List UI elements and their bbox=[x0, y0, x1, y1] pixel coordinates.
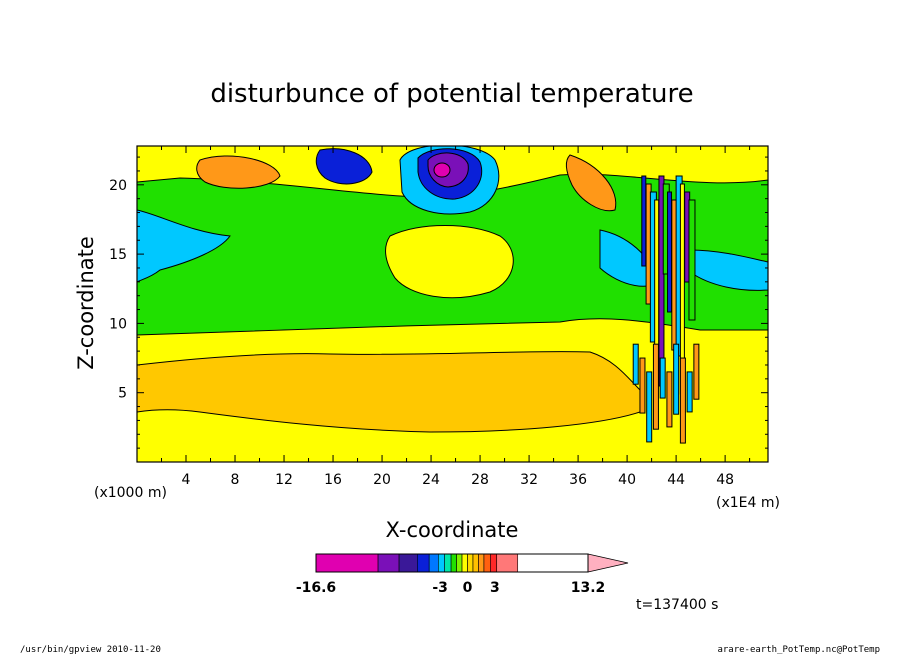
mid-warm-bubble bbox=[384, 225, 514, 299]
x-tick-label: 36 bbox=[569, 472, 587, 488]
x-tick-label: 4 bbox=[182, 472, 191, 488]
x-unit-label: (x1000 m) bbox=[94, 485, 167, 501]
colorbar-segment bbox=[472, 553, 479, 573]
y-axis-label: Z-coordinate bbox=[74, 236, 98, 370]
x-tick-label: 32 bbox=[520, 472, 538, 488]
x-tick-label: 28 bbox=[471, 472, 489, 488]
colorbar-label: -3 bbox=[432, 580, 448, 596]
wave-stripe bbox=[679, 357, 686, 444]
time-label: t=137400 s bbox=[636, 597, 718, 613]
footer-left: /usr/bin/gpview 2010-11-20 bbox=[20, 645, 161, 654]
wave-stripe bbox=[688, 199, 696, 321]
y-tick-label: 15 bbox=[109, 247, 127, 263]
colorbar-segment bbox=[377, 553, 400, 573]
wave-stripe bbox=[639, 357, 646, 414]
x-axis-label: X-coordinate bbox=[386, 518, 519, 542]
wave-stripe bbox=[641, 175, 647, 267]
wave-stripe bbox=[666, 371, 673, 428]
colorbar-segment bbox=[444, 553, 452, 573]
x-tick-label: 44 bbox=[667, 472, 685, 488]
cold-cell-1 bbox=[315, 148, 373, 185]
x-scale-label: (x1E4 m) bbox=[716, 495, 780, 511]
colorbar-segment bbox=[461, 553, 468, 573]
field bbox=[137, 146, 768, 462]
wave-stripe bbox=[652, 343, 659, 430]
warm-cell-2 bbox=[566, 154, 617, 212]
warm-cell-1 bbox=[196, 155, 281, 189]
plot-area bbox=[136, 145, 769, 463]
colorbar-frame bbox=[315, 553, 589, 573]
x-tick-label: 40 bbox=[618, 472, 636, 488]
colorbar-segment bbox=[478, 553, 485, 573]
colorbar-label: 13.2 bbox=[571, 580, 606, 596]
y-axis: 5 10 15 20 bbox=[109, 156, 768, 449]
wave-stripe bbox=[632, 343, 639, 385]
colorbar-label: -16.6 bbox=[296, 580, 336, 596]
colorbar-segment bbox=[496, 553, 519, 573]
cool-patch-left bbox=[137, 209, 231, 283]
wave-stripe bbox=[659, 357, 666, 399]
colorbar-extension bbox=[587, 553, 629, 573]
wave-stripe bbox=[693, 343, 700, 400]
wave-stripe bbox=[673, 343, 680, 415]
colorbar-label: 0 bbox=[463, 580, 473, 596]
colorbar-segment bbox=[467, 553, 474, 573]
y-tick-label: 5 bbox=[118, 386, 127, 402]
plot-frame bbox=[136, 145, 769, 463]
x-tick-label: 16 bbox=[324, 472, 342, 488]
colorbar: -16.6 -3 0 3 13.2 bbox=[296, 553, 629, 596]
wave-stripe bbox=[686, 371, 693, 413]
cold-min bbox=[433, 162, 451, 178]
chart-title: disturbunce of potential temperature bbox=[210, 79, 693, 109]
wave-stripe bbox=[646, 371, 653, 443]
x-tick-label: 20 bbox=[373, 472, 391, 488]
colorbar-segment bbox=[398, 553, 418, 573]
y-tick-label: 10 bbox=[109, 316, 127, 332]
x-tick-label: 24 bbox=[422, 472, 440, 488]
wave-column bbox=[632, 175, 700, 444]
colorbar-segment bbox=[315, 553, 379, 573]
x-tick-label: 12 bbox=[275, 472, 293, 488]
colorbar-segment bbox=[450, 553, 457, 573]
footer-right: arare-earth_PotTemp.nc@PotTemp bbox=[717, 645, 880, 654]
y-tick-label: 20 bbox=[109, 178, 127, 194]
x-tick-label: 8 bbox=[231, 472, 240, 488]
x-tick-label: 48 bbox=[716, 472, 734, 488]
colorbar-segment bbox=[428, 553, 439, 573]
colorbar-label: 3 bbox=[490, 580, 500, 596]
colorbar-segment bbox=[417, 553, 430, 573]
colorbar-segment bbox=[490, 553, 498, 573]
wave-stripe bbox=[667, 191, 673, 313]
x-axis: 4 8 12 16 20 24 28 32 36 40 44 48 bbox=[161, 146, 751, 488]
colorbar-segment bbox=[483, 553, 491, 573]
colorbar-segment bbox=[456, 553, 463, 573]
colorbar-segment bbox=[438, 553, 445, 573]
